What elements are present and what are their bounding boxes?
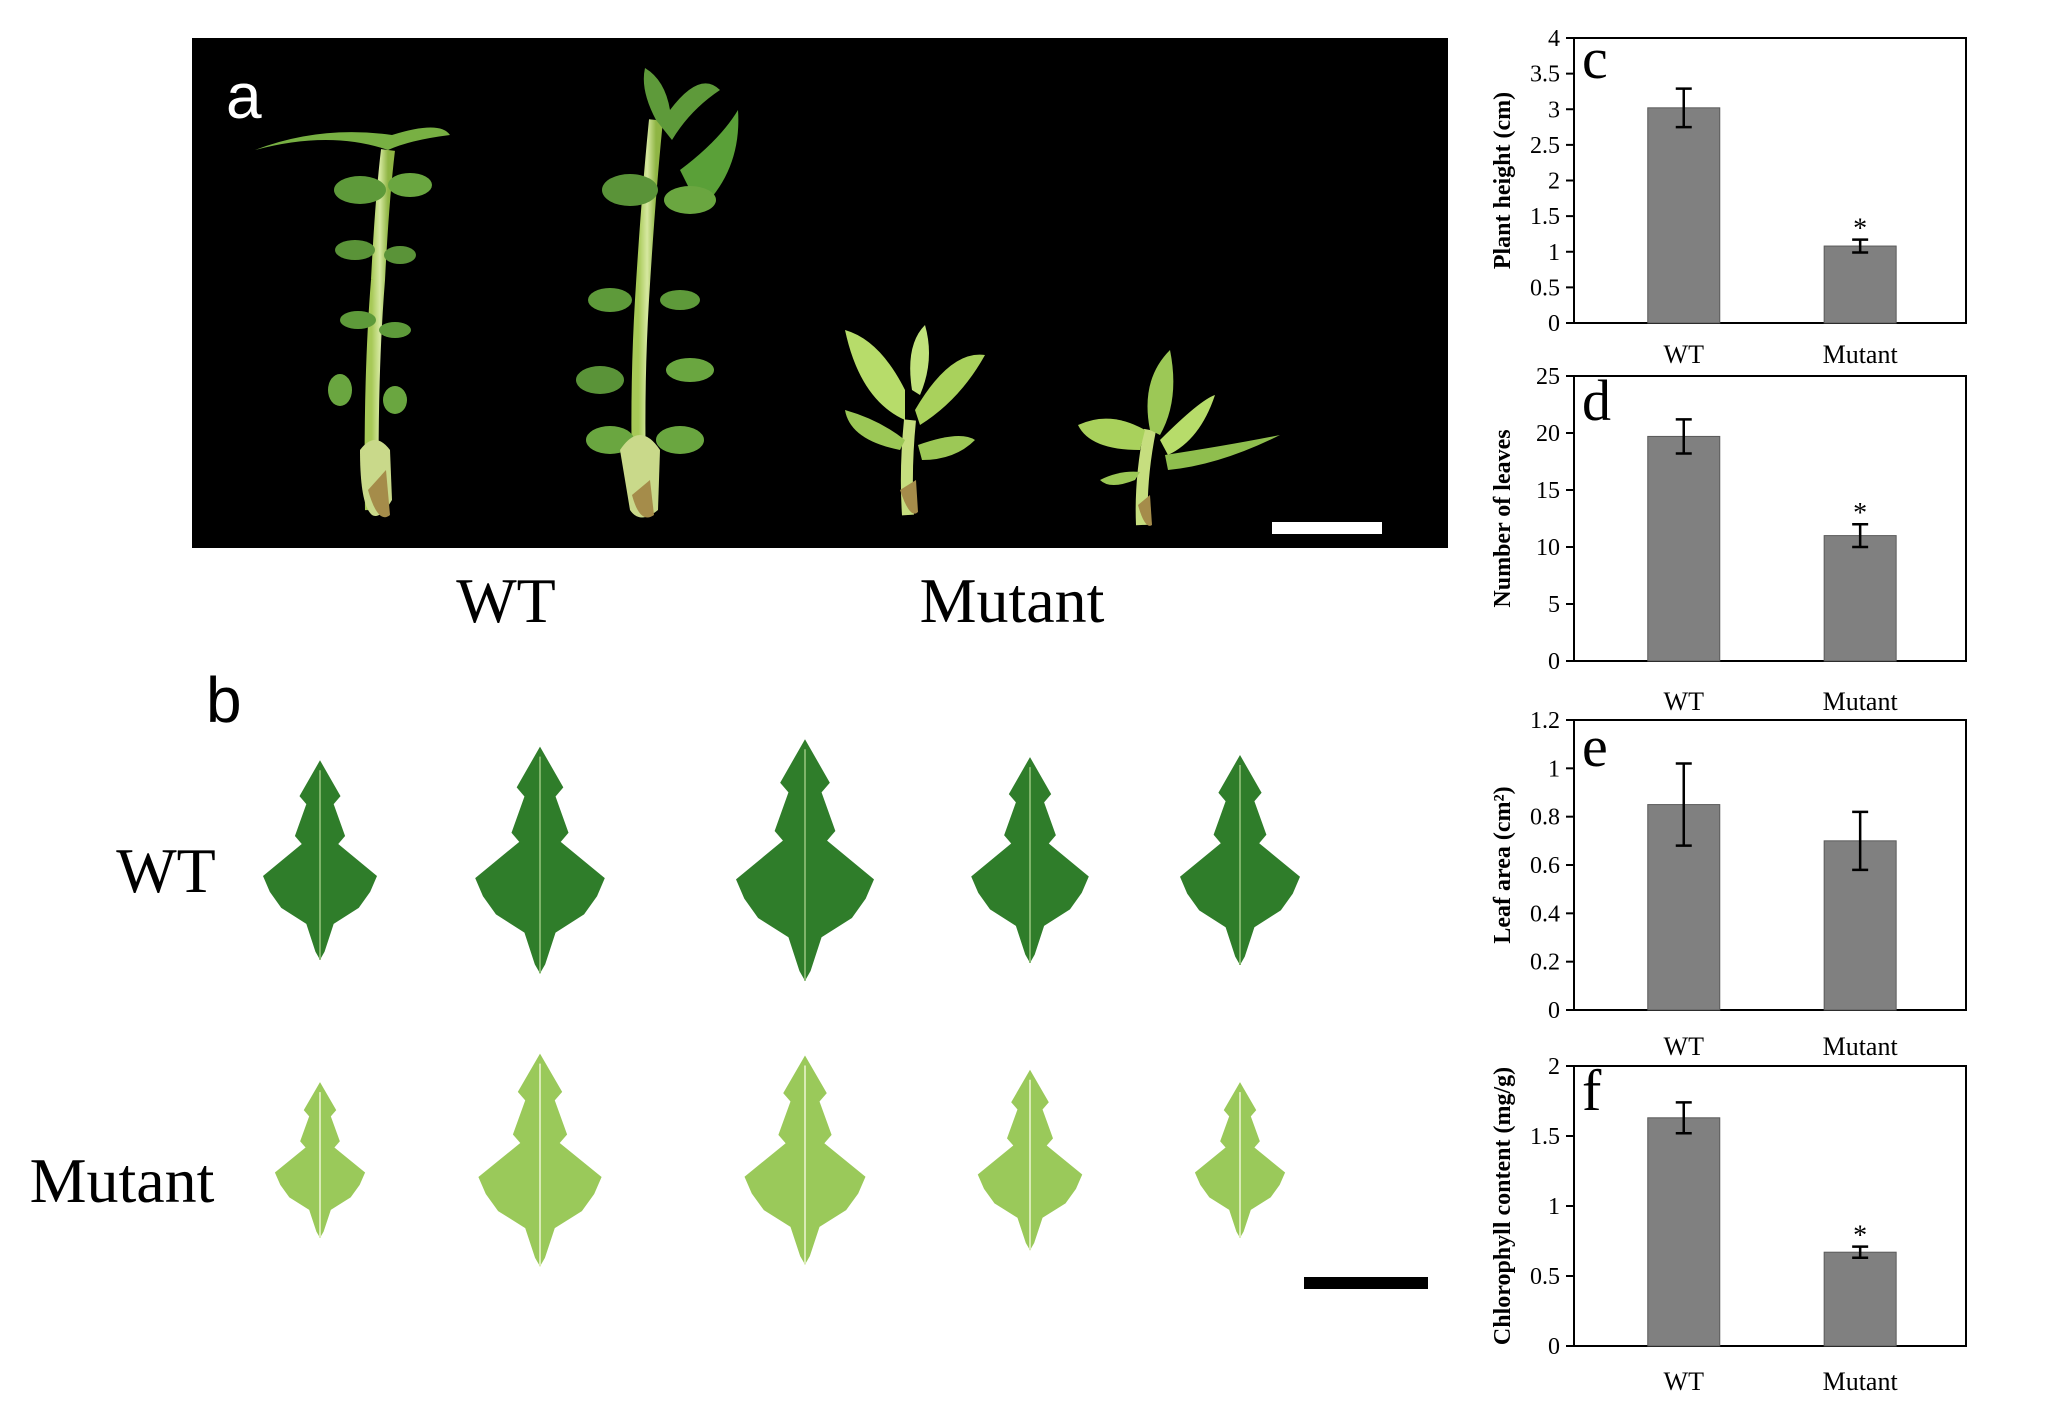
panel-b-letter: b: [206, 664, 242, 736]
panel-c-significance-mark: *: [1853, 214, 1867, 245]
panel-d-ytick-label: 10: [1536, 535, 1560, 561]
panel-e-ytick-label: 1.2: [1530, 708, 1560, 734]
panel-d-y-axis-label: Number of leaves: [1490, 429, 1516, 607]
panel-d-ytick-label: 15: [1536, 478, 1560, 504]
panel-e-ytick-label: 0.6: [1530, 853, 1560, 879]
panel-c-y-axis-label: Plant height (cm): [1490, 92, 1516, 269]
panel-f-bar-mutant: [1823, 1251, 1897, 1347]
panel-c-ytick-label: 0: [1548, 311, 1560, 337]
panel-d-ytick-label: 0: [1548, 649, 1560, 675]
panel-c-ytick-label: 1.5: [1530, 204, 1560, 230]
panel-charts: c 0 0.5 1 1.5 2 2.5 3 3.5 4 Plant height (cm) WT * Mu…: [1490, 26, 1967, 1396]
mutant-plantlet-2: [1078, 350, 1280, 526]
panel-e-category-label: WT: [1664, 1032, 1705, 1061]
panel-c-category-label: WT: [1664, 340, 1705, 369]
panel-c-category-label: Mutant: [1823, 340, 1899, 369]
panel-f-y-axis-label: Chlorophyll content (mg/g): [1490, 1067, 1516, 1345]
panel-e-category-label: Mutant: [1823, 1032, 1899, 1061]
panel-c-ytick-label: 3: [1548, 97, 1560, 123]
panel-d-errorbar-mutant: [1852, 522, 1869, 549]
panel-f-bar-wt: [1647, 1117, 1721, 1347]
panel-c-letter: c: [1582, 26, 1608, 91]
panel-e-ytick-label: 0.8: [1530, 805, 1560, 831]
panel-e-y-axis-label: Leaf area (cm²): [1490, 786, 1516, 943]
panel-f-ytick-label: 1.5: [1530, 1124, 1560, 1150]
panel-d-category-label: Mutant: [1823, 687, 1899, 716]
panel-d-ytick-label: 25: [1536, 364, 1560, 390]
panel-d-bar-wt: [1647, 435, 1721, 662]
panel-f-category-label: Mutant: [1823, 1367, 1899, 1396]
panel-c-bar-wt: [1647, 107, 1721, 324]
panel-f-errorbar-mutant: [1852, 1245, 1869, 1260]
panel-b: b WT Mutant: [30, 664, 1428, 1289]
panel-f-category-label: WT: [1664, 1367, 1705, 1396]
panel-d-bar-mutant: [1823, 535, 1897, 662]
panel-c-ytick-label: 0.5: [1530, 275, 1560, 301]
panel-c-ytick-label: 3.5: [1530, 62, 1560, 88]
mutant-plantlet-1: [845, 325, 985, 516]
panel-a-letter: a: [226, 60, 262, 132]
panel-d-chart: d 0 5 10 15 20 25 Number of leaves WT * Mutant: [1490, 364, 1967, 716]
panel-e-ytick-label: 1: [1548, 756, 1560, 782]
panel-d-significance-mark: *: [1853, 498, 1867, 529]
panel-c-errorbar-wt: [1675, 87, 1692, 129]
panel-c-ytick-label: 2: [1548, 169, 1560, 195]
panel-f-ytick-label: 0: [1548, 1334, 1560, 1360]
panel-f-ytick-label: 0.5: [1530, 1264, 1560, 1290]
panel-f-letter: f: [1582, 1058, 1602, 1123]
panel-e-errorbar-mutant: [1852, 810, 1869, 872]
panel-e-ytick-label: 0.4: [1530, 901, 1560, 927]
panel-f-chart: f 0 0.5 1 1.5 2 Chlorophyll content (mg/g) WT * M…: [1490, 1054, 1967, 1396]
wt-plantlet-2: [576, 68, 739, 518]
panel-a-scale-bar: [1272, 522, 1382, 534]
panel-c-errorbar-mutant: [1852, 238, 1869, 254]
panel-c-ytick-label: 2.5: [1530, 133, 1560, 159]
panel-b-leaves: [263, 739, 1300, 1267]
wt-plantlet-1: [255, 127, 450, 518]
panel-a-photo-background: [192, 38, 1448, 548]
panel-d-plot-frame: [1573, 375, 1967, 662]
panel-f-plot-frame: [1573, 1065, 1967, 1347]
panel-f-ytick-label: 2: [1548, 1054, 1560, 1080]
panel-f-errorbar-wt: [1675, 1101, 1692, 1135]
panel-e-errorbar-wt: [1675, 762, 1692, 847]
panel-d-errorbar-wt: [1675, 418, 1692, 455]
panel-e-chart: e 0 0.2 0.4 0.6 0.8 1 1.2 Leaf area (cm²) WT Mutan…: [1490, 708, 1967, 1061]
panel-c-ytick-label: 4: [1548, 26, 1560, 52]
panel-e-ytick-label: 0.2: [1530, 950, 1560, 976]
panel-b-wt-row-label: WT: [116, 835, 216, 906]
panel-f-significance-mark: *: [1853, 1221, 1867, 1252]
panel-d-ytick-label: 20: [1536, 421, 1560, 447]
panel-c-ytick-label: 1: [1548, 240, 1560, 266]
panel-c-bar-mutant: [1823, 245, 1897, 324]
panel-b-mutant-row-label: Mutant: [30, 1145, 215, 1216]
panel-f-ytick-label: 1: [1548, 1194, 1560, 1220]
panel-e-plot-frame: [1573, 719, 1967, 1011]
panel-e-ytick-label: 0: [1548, 998, 1560, 1024]
panel-c-chart: c 0 0.5 1 1.5 2 2.5 3 3.5 4 Plant height (cm) WT * Mu…: [1490, 26, 1967, 369]
panel-d-letter: d: [1582, 368, 1611, 433]
panel-a-mutant-label: Mutant: [920, 565, 1105, 636]
panel-a-wt-label: WT: [456, 565, 556, 636]
panel-d-category-label: WT: [1664, 687, 1705, 716]
panel-b-scale-bar: [1304, 1277, 1428, 1289]
panel-e-letter: e: [1582, 714, 1608, 779]
panel-c-plot-frame: [1573, 37, 1967, 324]
panel-a: a: [192, 38, 1448, 636]
panel-d-ytick-label: 5: [1548, 592, 1560, 618]
